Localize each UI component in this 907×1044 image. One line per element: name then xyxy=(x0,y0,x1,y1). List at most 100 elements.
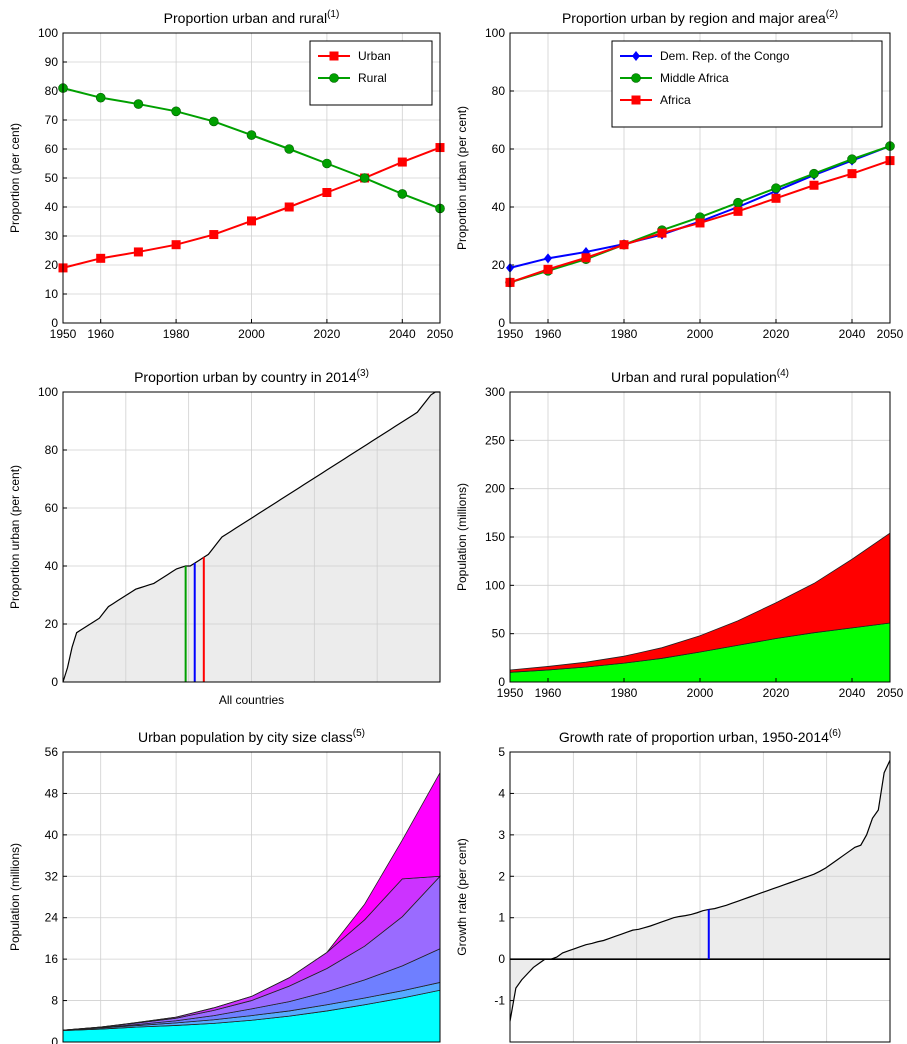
x-tick-label: 1960 xyxy=(535,327,562,341)
x-tick-label: 1960 xyxy=(87,327,114,341)
y-tick-label: 80 xyxy=(45,443,59,457)
x-tick-label: 2020 xyxy=(314,327,341,341)
data-point xyxy=(247,216,256,226)
legend-label: Urban xyxy=(358,49,391,63)
y-tick-label: -1 xyxy=(494,994,505,1008)
y-tick-label: 10 xyxy=(45,287,59,301)
x-axis-label: All countries xyxy=(219,693,284,707)
y-tick-label: 20 xyxy=(45,617,59,631)
y-tick-label: 40 xyxy=(45,828,59,842)
y-tick-label: 80 xyxy=(45,84,59,98)
y-tick-label: 0 xyxy=(51,316,58,330)
x-tick-label: 1980 xyxy=(611,686,638,700)
data-point xyxy=(809,180,819,190)
x-tick-label: 2050 xyxy=(427,327,454,341)
y-tick-label: 100 xyxy=(38,26,58,40)
chart-c5: 0 8 16 24 32 40 48 56 Urban population by city s… xyxy=(8,728,441,1044)
y-tick-label: 250 xyxy=(485,433,505,447)
y-tick-label: 16 xyxy=(45,952,59,966)
data-point xyxy=(847,154,857,164)
x-tick-label: 1950 xyxy=(50,327,77,341)
x-tick-label: 2050 xyxy=(877,327,904,341)
x-tick-label: 2020 xyxy=(763,686,790,700)
data-point xyxy=(581,253,591,263)
y-tick-label: 50 xyxy=(492,627,506,641)
profile-line xyxy=(509,760,891,1022)
x-tick-label: 2020 xyxy=(763,327,790,341)
chart-title: Proportion urban and rural(1) xyxy=(164,9,340,26)
data-point xyxy=(544,253,552,264)
y-tick-label: 0 xyxy=(51,1035,58,1044)
y-tick-label: 80 xyxy=(492,84,506,98)
legend-label: Africa xyxy=(660,93,691,107)
data-point xyxy=(397,189,408,199)
data-point xyxy=(397,157,407,167)
y-tick-label: 40 xyxy=(492,200,506,214)
plot-border xyxy=(62,32,441,324)
data-point xyxy=(171,240,181,250)
chart-title: Urban and rural population(4) xyxy=(611,368,789,385)
y-axis-label: Growth rate (per cent) xyxy=(455,838,469,955)
chart-c6: -1 0 1 2 3 4 5 Growth rate of proportion urban,… xyxy=(455,728,891,1043)
x-tick-label: 1950 xyxy=(497,686,524,700)
chart-title: Proportion urban by country in 2014(3) xyxy=(134,368,369,385)
x-tick-label: 2000 xyxy=(238,327,265,341)
y-tick-label: 48 xyxy=(45,786,59,800)
chart-title: Proportion urban by region and major are… xyxy=(562,9,838,26)
legend-label: Dem. Rep. of the Congo xyxy=(660,49,790,63)
y-tick-label: 200 xyxy=(485,482,505,496)
y-axis-label: Proportion urban (per cent) xyxy=(455,106,469,250)
y-tick-label: 60 xyxy=(492,142,506,156)
y-tick-label: 40 xyxy=(45,559,59,573)
chart-c4: 0 50 100 150 200 250 300 1950 1960 1980 2000 2020 20… xyxy=(455,368,904,700)
data-point xyxy=(657,228,667,238)
y-tick-label: 100 xyxy=(485,26,505,40)
y-tick-label: 100 xyxy=(38,385,58,399)
data-point xyxy=(809,168,819,179)
y-tick-label: 100 xyxy=(485,578,505,592)
x-tick-label: 1950 xyxy=(497,327,524,341)
plot-border xyxy=(509,391,891,683)
y-axis-label: Population (millions) xyxy=(8,843,22,951)
data-point xyxy=(322,158,332,169)
legend-label: Rural xyxy=(358,71,387,85)
data-point xyxy=(209,116,219,127)
y-axis-label: Proportion (per cent) xyxy=(8,123,22,233)
data-point xyxy=(733,197,743,208)
y-tick-label: 20 xyxy=(45,258,59,272)
legend-marker xyxy=(631,73,641,83)
legend-marker xyxy=(632,51,640,61)
chart-title: Growth rate of proportion urban, 1950-20… xyxy=(559,728,841,745)
data-point xyxy=(695,218,705,228)
data-point xyxy=(771,183,781,193)
y-tick-label: 30 xyxy=(45,229,59,243)
y-tick-label: 0 xyxy=(51,675,58,689)
data-point xyxy=(359,173,370,183)
y-tick-label: 20 xyxy=(492,258,506,272)
plot-border xyxy=(509,751,891,1043)
x-tick-label: 2040 xyxy=(839,686,866,700)
y-tick-label: 40 xyxy=(45,200,59,214)
y-tick-label: 150 xyxy=(485,530,505,544)
y-tick-label: 60 xyxy=(45,142,59,156)
y-tick-label: 60 xyxy=(45,501,59,515)
legend-marker xyxy=(329,73,339,83)
legend: Dem. Rep. of the Congo Middle Africa Afric… xyxy=(611,40,883,128)
y-axis-label: Population (millions) xyxy=(455,483,469,591)
chart-c3: 0 20 40 60 80 100 Proportion urban by country … xyxy=(8,368,441,707)
y-tick-label: 5 xyxy=(498,745,505,759)
y-tick-label: 24 xyxy=(45,911,59,925)
legend-marker xyxy=(329,51,339,61)
x-tick-label: 2050 xyxy=(877,686,904,700)
chart-title: Urban population by city size class(5) xyxy=(138,728,365,745)
area-fill xyxy=(510,760,890,1022)
plot-border xyxy=(62,751,441,1043)
profile-line xyxy=(62,391,440,683)
y-tick-label: 0 xyxy=(498,952,505,966)
data-point xyxy=(847,169,857,179)
y-tick-label: 8 xyxy=(51,994,58,1008)
y-tick-label: 32 xyxy=(45,869,59,883)
data-point xyxy=(619,240,629,250)
